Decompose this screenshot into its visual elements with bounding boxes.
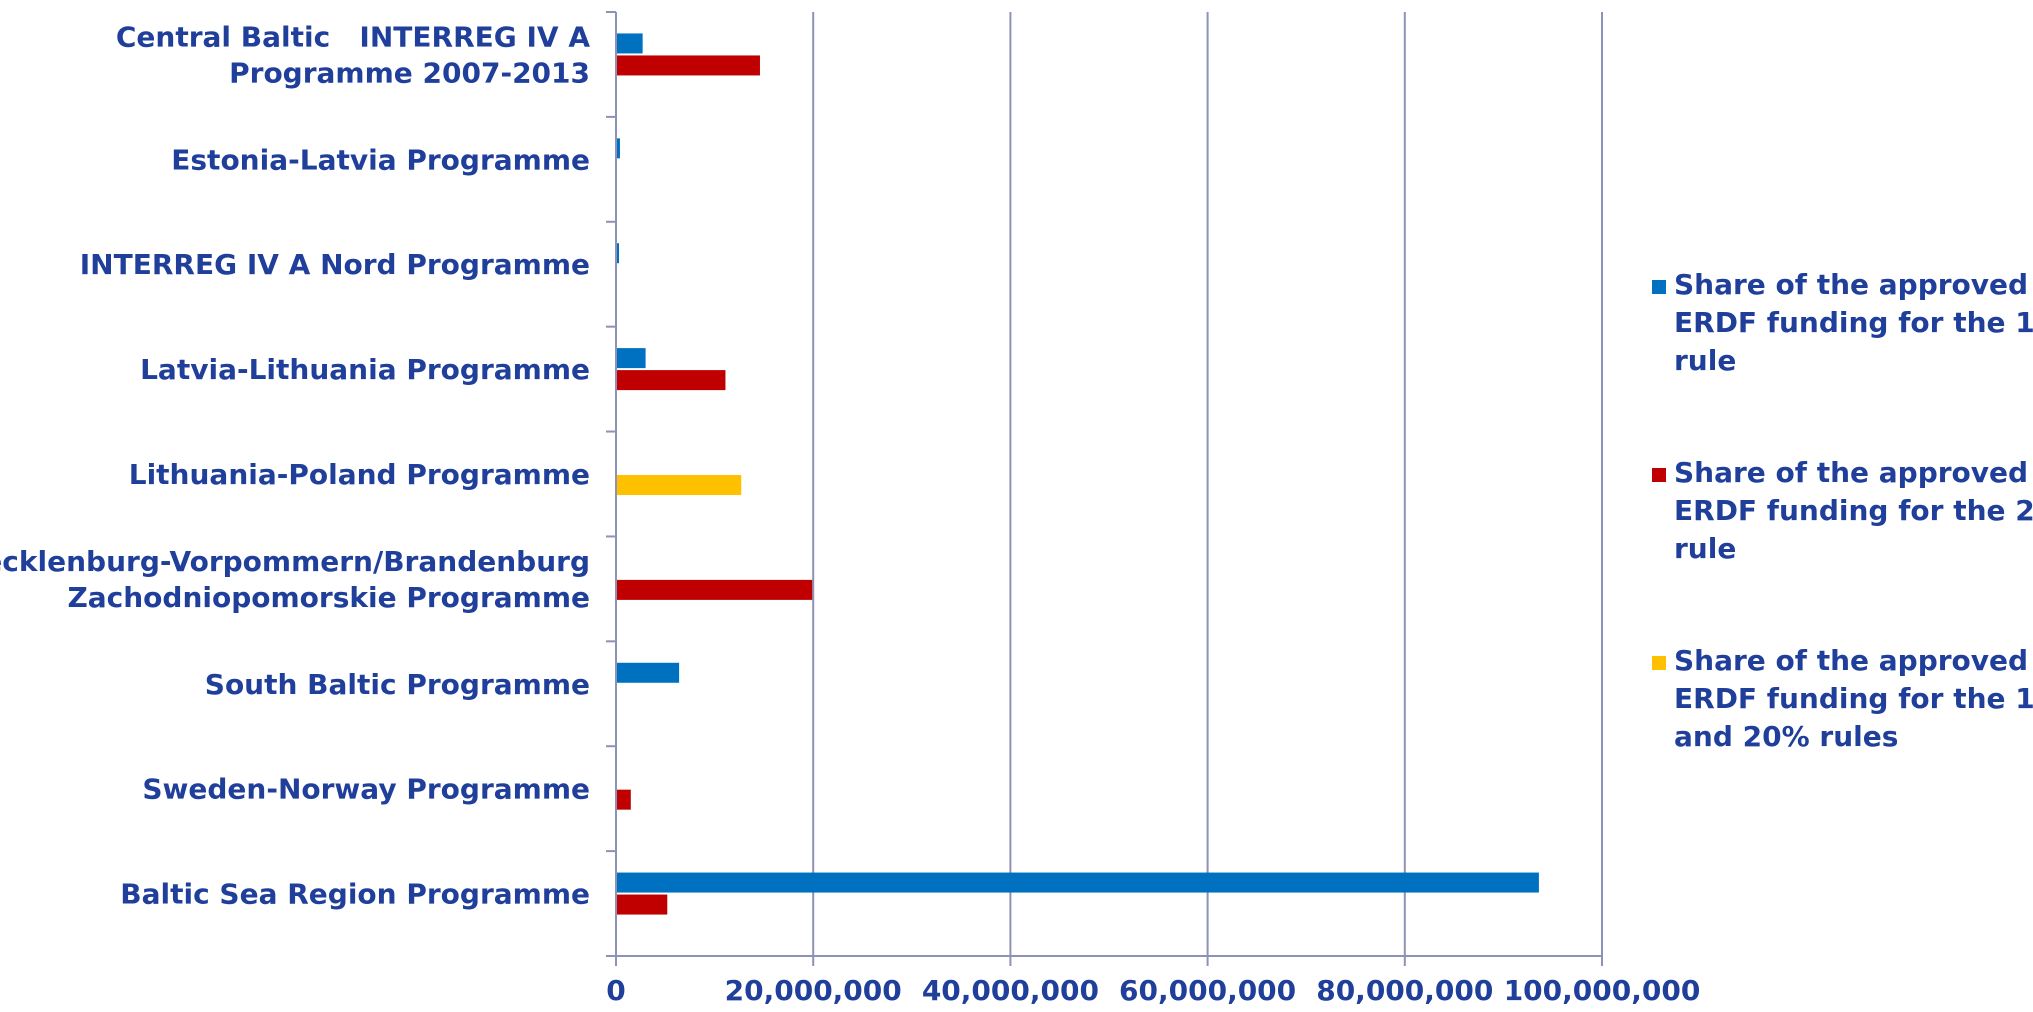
bar-series-3-category-5 bbox=[617, 475, 742, 495]
bar-series-2-category-8 bbox=[617, 789, 631, 810]
x-tick-label: 20,000,000 bbox=[725, 974, 902, 1007]
legend-swatch bbox=[1652, 468, 1666, 482]
bar-series-1-category-9 bbox=[617, 872, 1539, 893]
bars bbox=[617, 33, 1539, 915]
grid-lines bbox=[812, 12, 1603, 956]
bar-series-1-category-7 bbox=[617, 662, 680, 683]
legend-swatch bbox=[1652, 656, 1666, 670]
category-label: Baltic Sea Region Programme bbox=[120, 878, 590, 911]
category-label-line: South Baltic Programme bbox=[205, 668, 590, 701]
category-label-line: Central Baltic INTERREG IV A bbox=[116, 20, 590, 53]
bar-series-1-category-1 bbox=[617, 33, 643, 54]
category-label-line: Sweden-Norway Programme bbox=[142, 773, 590, 806]
category-label-line: Latvia-Lithuania Programme bbox=[140, 353, 590, 386]
legend-entry: Share of the approved ERDF funding for th… bbox=[1674, 268, 2033, 377]
legend-entry-line: rule bbox=[1674, 344, 1736, 377]
category-label: South Baltic Programme bbox=[205, 668, 590, 701]
category-label: Estonia-Latvia Programme bbox=[171, 143, 590, 176]
category-label-line: INTERREG IV A Nord Programme bbox=[80, 248, 590, 281]
legend-entry-line: Share of the approved bbox=[1674, 456, 2028, 489]
bar-series-1-category-4 bbox=[617, 348, 646, 369]
x-tick-label: 40,000,000 bbox=[922, 974, 1099, 1007]
bar-series-2-category-4 bbox=[617, 370, 726, 391]
legend-swatch bbox=[1652, 280, 1666, 294]
category-label-line: Baltic Sea Region Programme bbox=[120, 878, 590, 911]
x-tick-label: 0 bbox=[606, 974, 625, 1007]
legend-entry: Share of the approved ERDF funding for th… bbox=[1674, 644, 2033, 753]
bar-series-2-category-1 bbox=[617, 55, 760, 76]
legend-entry-line: ERDF funding for the 20% bbox=[1674, 494, 2033, 527]
bar-series-2-category-6 bbox=[617, 579, 813, 600]
category-label: INTERREG IV A Nord Programme bbox=[80, 248, 590, 281]
legend: Share of the approved ERDF funding for th… bbox=[1652, 268, 2033, 753]
category-label-line: Estonia-Latvia Programme bbox=[171, 143, 590, 176]
category-label: Central Baltic INTERREG IV A Programme 20… bbox=[116, 20, 590, 89]
category-label-line: Programme 2007-2013 bbox=[229, 56, 590, 89]
legend-entry-line: rule bbox=[1674, 532, 1736, 565]
category-labels: Central Baltic INTERREG IV A Programme 20… bbox=[0, 20, 590, 910]
bar-series-1-category-2 bbox=[617, 138, 620, 159]
bar-series-2-category-9 bbox=[617, 894, 668, 915]
x-tick-label: 100,000,000 bbox=[1504, 974, 1701, 1007]
bar-series-1-category-3 bbox=[617, 243, 619, 264]
category-label: Sweden-Norway Programme bbox=[142, 773, 590, 806]
category-label: Latvia-Lithuania Programme bbox=[140, 353, 590, 386]
legend-entry: Share of the approved ERDF funding for th… bbox=[1674, 456, 2033, 565]
axes bbox=[606, 11, 1603, 966]
legend-entry-line: Share of the approved bbox=[1674, 268, 2028, 301]
category-label-line: Mecklenburg-Vorpommern/Brandenburg bbox=[0, 545, 590, 578]
category-label-line: Zachodniopomorskie Programme bbox=[67, 581, 590, 614]
legend-entry-line: and 20% rules bbox=[1674, 720, 1898, 753]
legend-entry-line: Share of the approved bbox=[1674, 644, 2028, 677]
x-tick-label: 80,000,000 bbox=[1316, 974, 1493, 1007]
x-tick-labels: 0 20,000,000 40,000,000 60,000,000 80,000,00… bbox=[606, 974, 1700, 1007]
legend-entry-line: ERDF funding for the 10% bbox=[1674, 682, 2033, 715]
category-label: Mecklenburg-Vorpommern/Brandenburg Zachod… bbox=[0, 545, 590, 614]
x-tick-label: 60,000,000 bbox=[1119, 974, 1296, 1007]
legend-entry-line: ERDF funding for the 10% bbox=[1674, 306, 2033, 339]
category-label-line: Lithuania-Poland Programme bbox=[129, 458, 590, 491]
category-label: Lithuania-Poland Programme bbox=[129, 458, 590, 491]
